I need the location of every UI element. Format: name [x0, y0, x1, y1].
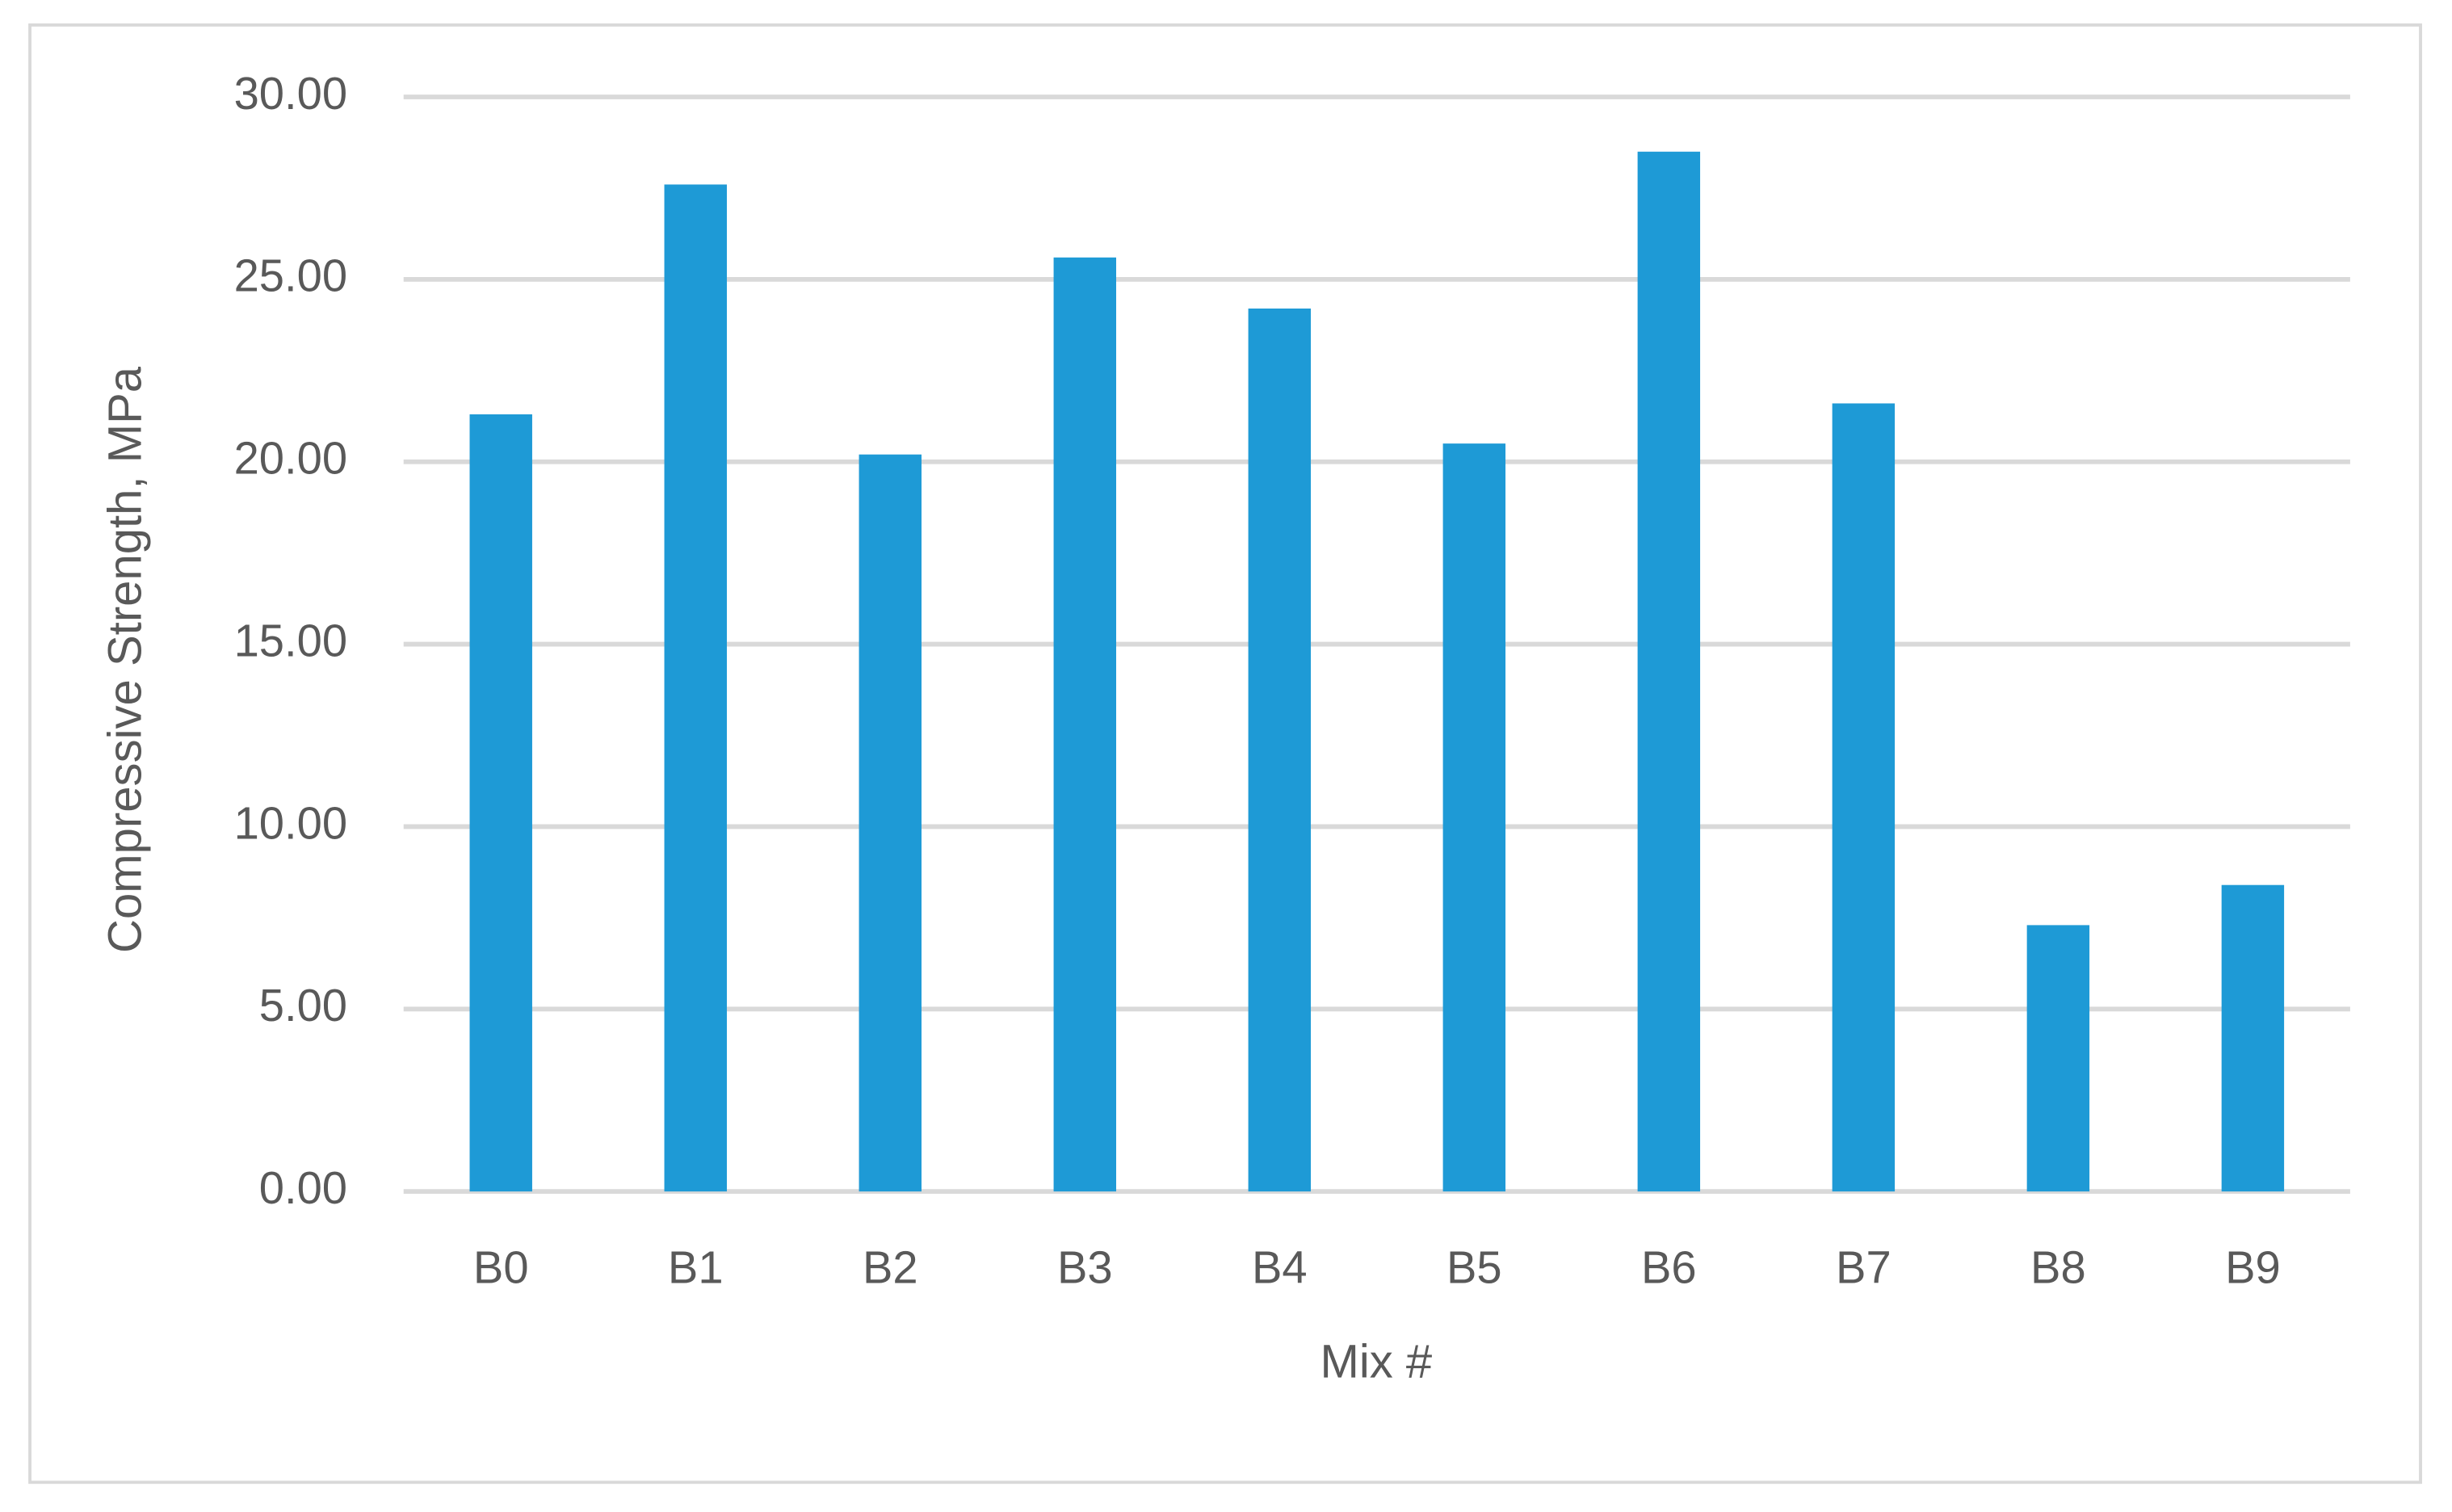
y-tick-label: 5.00 [259, 980, 347, 1031]
x-tick-label: B1 [668, 1242, 724, 1293]
x-tick-label: B7 [1836, 1242, 1891, 1293]
y-tick-label: 20.00 [234, 433, 347, 484]
x-tick-label: B4 [1252, 1242, 1308, 1293]
bar [1832, 403, 1896, 1192]
bar [1248, 309, 1312, 1192]
y-tick-label: 10.00 [234, 797, 347, 848]
bar [1053, 257, 1117, 1192]
bar [2026, 925, 2090, 1192]
x-tick-label: B0 [473, 1242, 529, 1293]
x-tick-label: B3 [1057, 1242, 1113, 1293]
bar [2221, 884, 2285, 1192]
y-tick-label: 0.00 [259, 1162, 347, 1213]
y-tick-label: 15.00 [234, 615, 347, 666]
x-tick-label: B9 [2225, 1242, 2281, 1293]
x-tick-label: B5 [1446, 1242, 1502, 1293]
bar [1637, 151, 1701, 1192]
y-tick-label: 30.00 [234, 68, 347, 119]
bar [664, 184, 727, 1192]
bar [469, 414, 532, 1192]
bar [859, 454, 922, 1192]
x-tick-label: B8 [2030, 1242, 2086, 1293]
x-tick-label: B2 [863, 1242, 918, 1293]
x-axis-title: Mix # [1320, 1335, 1432, 1388]
chart-border [28, 23, 2422, 1485]
bar [1442, 443, 1506, 1192]
y-axis-title: Compressive Strength, MPa [99, 366, 151, 953]
x-tick-label: B6 [1641, 1242, 1697, 1293]
y-tick-label: 25.00 [234, 250, 347, 301]
